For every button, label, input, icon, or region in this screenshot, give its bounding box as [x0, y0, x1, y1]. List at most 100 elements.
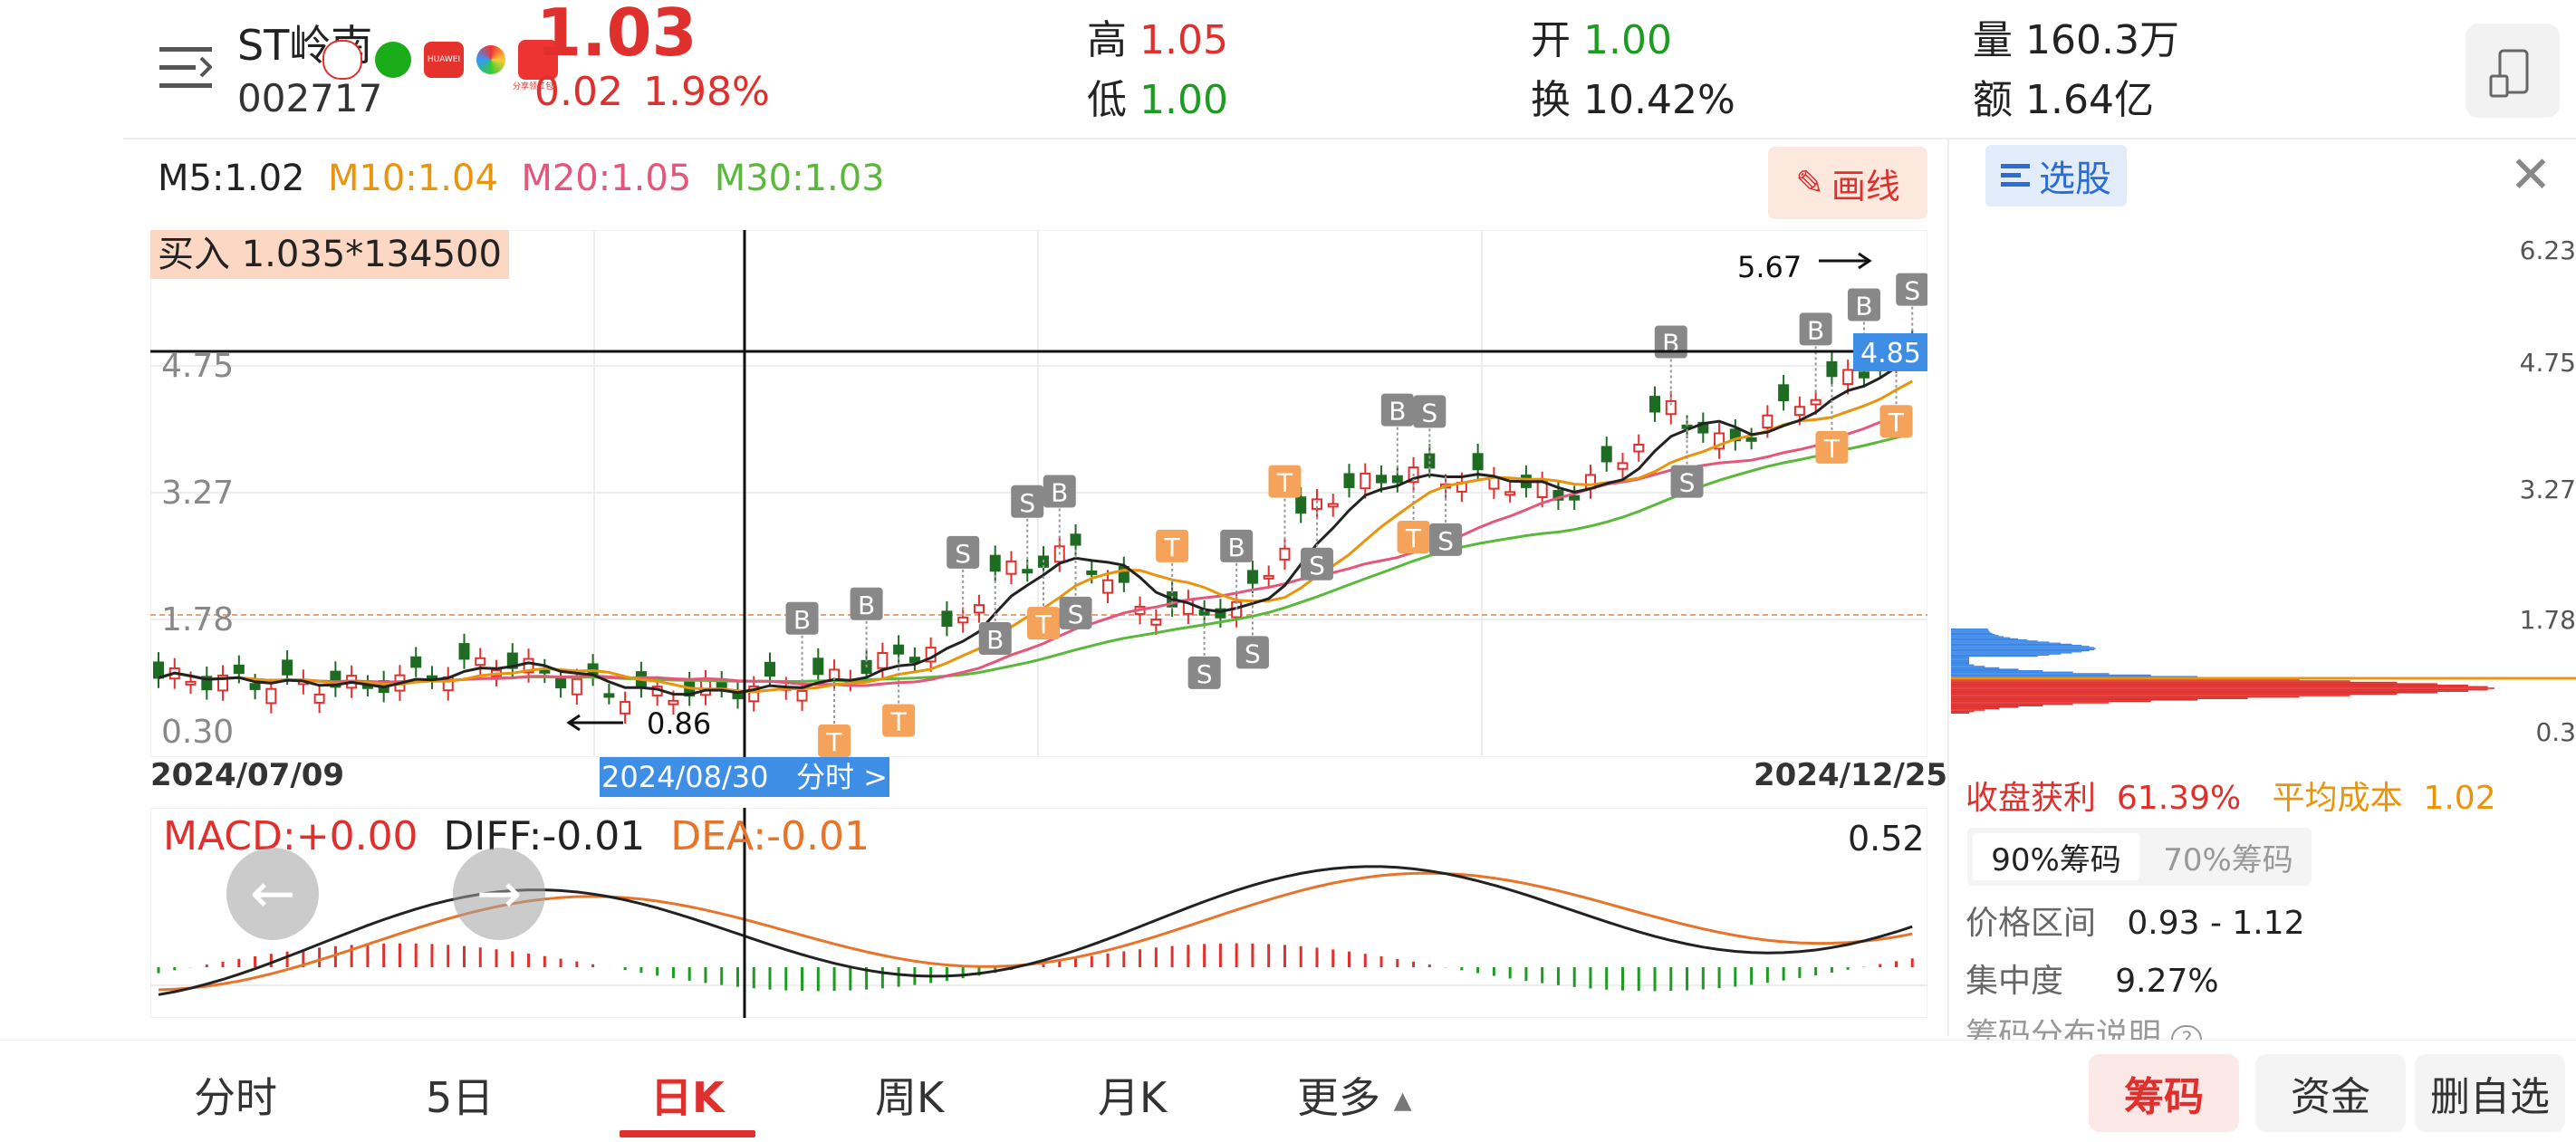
close-panel-button[interactable]: ✕ — [2505, 150, 2556, 201]
gift-icon[interactable]: 分享领红包 — [513, 40, 558, 91]
chip-bar — [1951, 690, 2469, 692]
y-tick-2: 3.27 — [161, 475, 234, 512]
tab-intraday[interactable]: 分时 — [194, 1073, 277, 1122]
header-divider — [123, 138, 2576, 139]
low-label: 低 — [1087, 77, 1127, 123]
chip-bar — [1951, 695, 2350, 696]
candle-body — [1150, 619, 1162, 626]
trade-marker — [1397, 521, 1430, 554]
candle-body — [1552, 490, 1564, 501]
chip-bar — [1951, 687, 2494, 689]
candle-body — [973, 604, 985, 614]
chip-bar — [1951, 706, 2019, 708]
crosshair-date-tag[interactable]: 2024/08/30 分时 > — [600, 757, 889, 797]
phone-icon — [2489, 49, 2529, 98]
candle-body — [1762, 414, 1773, 429]
price-change-pct: 1.98% — [643, 69, 770, 115]
chip-percent-tabs: 90%筹码 70%筹码 — [1967, 828, 2312, 886]
macd-legend: MACD:+0.00 DIFF:-0.01 DEA:-0.01 — [163, 813, 870, 859]
huawei-icon[interactable]: HUAWEI — [424, 42, 464, 78]
wechat-icon[interactable] — [375, 42, 411, 78]
high-label: 高 — [1087, 17, 1127, 63]
funds-button[interactable]: 资金 — [2255, 1054, 2406, 1132]
chip-bar — [1951, 658, 1969, 660]
scroll-left-button[interactable]: ← — [226, 848, 319, 940]
chip-explain-link[interactable]: 筹码分布说明 ? — [1966, 1009, 2203, 1040]
trade-marker — [850, 587, 883, 620]
chip-bar — [1951, 681, 2398, 684]
y-tick-1: 4.75 — [161, 348, 234, 385]
avg-cost-label: 平均成本 — [2272, 780, 2403, 817]
trade-marker-letter: S — [1679, 468, 1696, 498]
ma5-line — [158, 361, 1913, 696]
tab-more[interactable]: 更多 ▲ — [1297, 1065, 1412, 1125]
trade-marker-letter: T — [1034, 609, 1052, 639]
trade-marker-letter: B — [1389, 397, 1406, 427]
macd-chart[interactable] — [150, 808, 1927, 1018]
low-annotation: 0.86 — [647, 706, 711, 741]
chip-bar — [1951, 636, 2004, 638]
draw-line-button[interactable]: ✎ 画线 — [1768, 147, 1927, 219]
menu-icon[interactable] — [159, 42, 212, 92]
candle-body — [1842, 369, 1854, 386]
tab-70-percent[interactable]: 70%筹码 — [2163, 841, 2293, 878]
candle-body — [796, 689, 808, 702]
candle-body — [957, 616, 969, 624]
macd-max-label: 0.52 — [1848, 819, 1925, 859]
trade-marker — [818, 725, 851, 757]
trade-marker-letter: B — [1807, 315, 1824, 345]
trade-marker-letter: B — [1228, 533, 1245, 562]
panel-divider — [1947, 139, 1949, 1036]
candle-body — [1617, 462, 1629, 470]
candle-body — [1504, 491, 1516, 496]
chip-bar — [1951, 670, 2043, 672]
candle-body — [1745, 437, 1757, 442]
trade-marker-letter: B — [1662, 329, 1679, 359]
candle-body — [1005, 560, 1017, 575]
candle-body — [1649, 396, 1661, 413]
candle-body — [410, 656, 422, 668]
candle-body — [812, 657, 824, 676]
amount-value: 1.64亿 — [2025, 77, 2154, 123]
tab-daily-k[interactable]: 日K — [650, 1073, 725, 1122]
scroll-right-button[interactable]: → — [453, 848, 545, 940]
trade-marker — [1027, 607, 1060, 640]
chip-bar — [1951, 650, 2090, 652]
candle-body — [201, 676, 213, 691]
candle-body — [458, 643, 470, 660]
tab-5day[interactable]: 5日 — [426, 1073, 495, 1122]
tab-90-percent[interactable]: 90%筹码 — [1973, 833, 2139, 880]
trade-marker — [1187, 656, 1221, 689]
chip-bar — [1951, 648, 2095, 650]
price-range-label: 价格区间 — [1966, 905, 2097, 942]
trade-marker-letter: T — [1823, 434, 1841, 464]
chip-bar — [1951, 663, 1969, 665]
trade-marker — [1799, 312, 1832, 346]
trade-marker-letter: S — [1437, 526, 1454, 556]
dea-label: DEA:-0.01 — [670, 813, 870, 859]
candle-body — [1778, 384, 1790, 402]
weibo-icon[interactable] — [322, 40, 362, 80]
chip-bar — [1951, 696, 2300, 698]
tab-weekly-k[interactable]: 周K — [875, 1073, 945, 1122]
intraday-link[interactable]: 分时 > — [795, 760, 888, 794]
moments-icon[interactable] — [476, 45, 505, 74]
tab-monthly-k[interactable]: 月K — [1098, 1073, 1168, 1122]
select-stock-button[interactable]: 选股 — [1985, 145, 2127, 206]
chip-bar — [1951, 651, 2082, 653]
chip-bar — [1951, 656, 2038, 657]
candle-body — [1665, 399, 1677, 416]
candle-body — [989, 554, 1001, 572]
landscape-toggle-button[interactable] — [2465, 24, 2560, 118]
chip-bar — [1951, 653, 2062, 655]
candle-body — [1263, 574, 1274, 580]
chips-button[interactable]: 筹码 — [2089, 1054, 2239, 1132]
huawei-text: HUAWEI — [427, 55, 461, 64]
trade-marker — [1879, 405, 1913, 438]
chip-axis-3: 3.27 — [2519, 475, 2576, 504]
trade-marker-letter: S — [1309, 551, 1325, 581]
remove-watchlist-button[interactable]: 删自选 — [2415, 1054, 2565, 1132]
candle-body — [313, 693, 325, 704]
